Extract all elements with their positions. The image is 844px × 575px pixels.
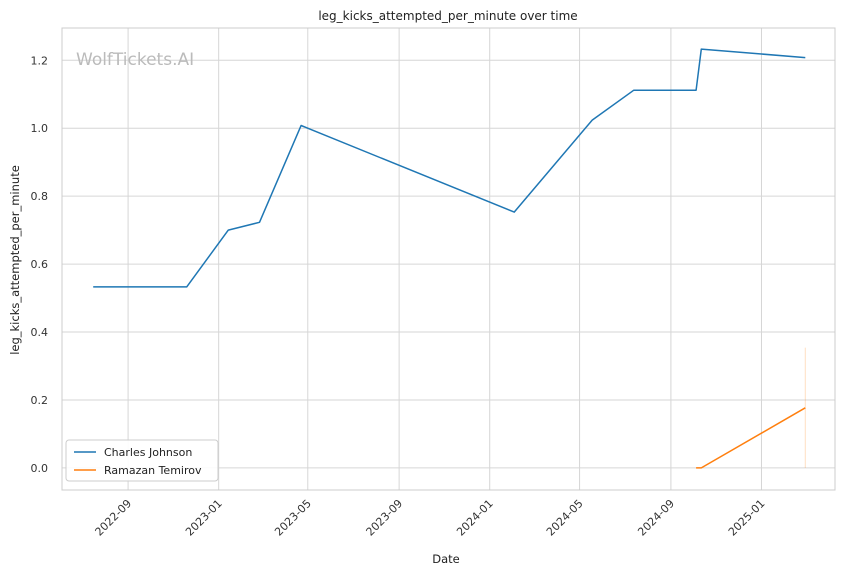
x-tick-label: 2023-09 xyxy=(364,497,406,539)
y-tick-label: 0.4 xyxy=(31,326,49,339)
y-tick-label: 0.2 xyxy=(31,394,49,407)
x-tick-label: 2023-01 xyxy=(183,497,225,539)
x-tick-label: 2024-01 xyxy=(454,497,496,539)
series-line-ramazan-temirov xyxy=(696,407,806,469)
x-tick-labels: 2022-09 2023-01 2023-05 2023-09 2024-01 2024-… xyxy=(93,497,768,539)
y-tick-label: 1.2 xyxy=(31,54,49,67)
legend-label-charles-johnson: Charles Johnson xyxy=(104,446,192,459)
chart-title: leg_kicks_attempted_per_minute over time xyxy=(318,9,577,23)
y-tick-label: 0.0 xyxy=(31,462,49,475)
grid xyxy=(62,28,835,490)
legend-box xyxy=(65,439,219,482)
y-axis-label: leg_kicks_attempted_per_minute xyxy=(8,165,22,355)
legend: Charles Johnson Ramazan Temirov xyxy=(65,439,219,482)
legend-label-ramazan-temirov: Ramazan Temirov xyxy=(104,464,202,477)
y-tick-label: 0.8 xyxy=(31,190,49,203)
series-layer xyxy=(93,48,806,469)
watermark: WolfTickets.AI xyxy=(76,50,194,70)
y-tick-label: 0.6 xyxy=(31,258,49,271)
x-tick-label: 2023-05 xyxy=(272,497,314,539)
x-tick-label: 2024-09 xyxy=(635,497,677,539)
x-tick-label: 2024-05 xyxy=(544,497,586,539)
plot-frame xyxy=(61,27,836,491)
x-tick-label: 2025-01 xyxy=(726,497,768,539)
y-tick-label: 1.0 xyxy=(31,122,49,135)
series-line-charles-johnson xyxy=(93,48,806,288)
x-axis-label: Date xyxy=(432,552,460,566)
x-tick-label: 2022-09 xyxy=(93,497,135,539)
y-tick-labels: 0.0 0.2 0.4 0.6 0.8 1.0 1.2 xyxy=(31,54,49,475)
